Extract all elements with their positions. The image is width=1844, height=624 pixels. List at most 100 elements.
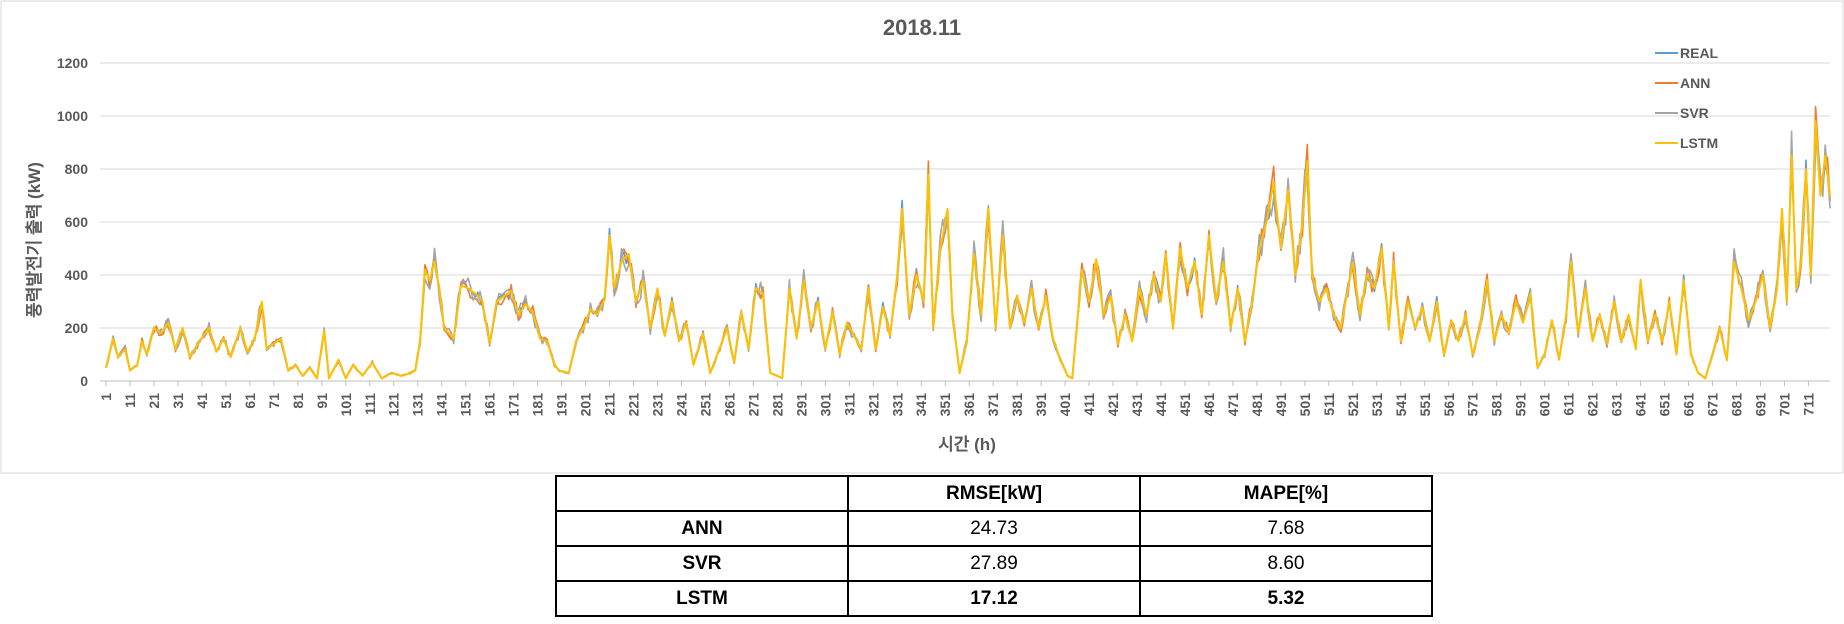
x-tick-label: 431 — [1129, 393, 1145, 417]
x-tick-label: 551 — [1417, 393, 1433, 417]
y-tick-label: 400 — [65, 267, 89, 283]
x-tick-label: 401 — [1057, 393, 1073, 417]
x-tick-label: 41 — [194, 393, 210, 409]
x-tick-label: 211 — [602, 393, 618, 416]
x-tick-label: 51 — [218, 393, 234, 409]
x-tick-label: 631 — [1609, 393, 1625, 417]
x-tick-label: 91 — [314, 393, 330, 409]
x-tick-label: 451 — [1177, 393, 1193, 417]
x-tick-label: 601 — [1537, 393, 1553, 417]
y-axis-label: 풍력발전기 출력 (kW) — [25, 162, 44, 318]
x-tick-label: 321 — [865, 393, 881, 417]
x-tick-label: 561 — [1441, 393, 1457, 417]
x-tick-label: 101 — [338, 393, 354, 417]
x-tick-label: 491 — [1273, 393, 1289, 417]
legend-label: REAL — [1680, 45, 1719, 61]
metrics-table: RMSE[kW] MAPE[%] ANN 24.73 7.68 SVR 27.8… — [555, 475, 1433, 617]
x-tick-label: 81 — [290, 393, 306, 409]
x-tick-label: 181 — [530, 393, 546, 417]
x-tick-label: 331 — [889, 393, 905, 417]
series-lines — [105, 105, 1831, 380]
mape-value: 5.32 — [1139, 580, 1433, 617]
mape-value: 7.68 — [1139, 510, 1433, 547]
x-tick-label: 131 — [410, 393, 426, 417]
model-name: LSTM — [555, 580, 849, 617]
x-tick-label: 1 — [98, 393, 114, 401]
x-tick-label: 481 — [1249, 393, 1265, 417]
x-tick-label: 31 — [170, 393, 186, 409]
x-tick-label: 241 — [673, 393, 689, 417]
legend-label: SVR — [1680, 105, 1709, 121]
x-tick-label: 471 — [1225, 393, 1241, 417]
table-row: LSTM 17.12 5.32 — [555, 580, 1433, 617]
x-tick-label: 611 — [1561, 393, 1577, 416]
chart-border — [0, 0, 1844, 474]
x-tick-label: 201 — [578, 393, 594, 417]
table-row: SVR 27.89 8.60 — [555, 545, 1433, 582]
x-tick-label: 221 — [626, 393, 642, 417]
x-tick-label: 151 — [458, 393, 474, 417]
y-tick-label: 200 — [65, 320, 89, 336]
x-tick-label: 621 — [1585, 393, 1601, 417]
x-tick-label: 691 — [1752, 393, 1768, 417]
rmse-value: 27.89 — [847, 545, 1141, 582]
x-tick-label: 661 — [1681, 393, 1697, 417]
table-row: ANN 24.73 7.68 — [555, 510, 1433, 547]
header-cell-blank — [555, 475, 849, 512]
x-tick-label: 21 — [146, 393, 162, 409]
x-tick-label: 281 — [769, 393, 785, 417]
x-tick-label: 171 — [506, 393, 522, 417]
x-tick-label: 421 — [1105, 393, 1121, 417]
x-tick-label: 441 — [1153, 393, 1169, 417]
x-tick-label: 191 — [554, 393, 570, 417]
series-line-lstm — [105, 120, 1831, 380]
legend: REAL ANN SVR LSTM — [1655, 45, 1719, 151]
x-tick-label: 71 — [266, 393, 282, 409]
y-tick-label: 1000 — [57, 108, 88, 124]
x-tick-label: 121 — [386, 393, 402, 417]
rmse-value: 17.12 — [847, 580, 1141, 617]
legend-label: ANN — [1680, 75, 1710, 91]
y-tick-label: 800 — [65, 161, 89, 177]
x-tick-label: 571 — [1465, 393, 1481, 417]
x-tick-label: 581 — [1489, 393, 1505, 417]
x-tick-label: 141 — [434, 393, 450, 417]
x-tick-label: 511 — [1321, 393, 1337, 416]
x-tick-label: 361 — [961, 393, 977, 417]
y-tick-label: 600 — [65, 214, 89, 230]
x-tick-label: 651 — [1657, 393, 1673, 417]
y-tick-label: 1200 — [57, 55, 88, 71]
x-axis-label: 시간 (h) — [938, 435, 996, 454]
model-name: SVR — [555, 545, 849, 582]
x-tick-label: 231 — [649, 393, 665, 417]
x-tick-label: 271 — [745, 393, 761, 417]
header-cell-rmse: RMSE[kW] — [847, 475, 1141, 512]
x-tick-label: 291 — [793, 393, 809, 417]
x-tick-label: 351 — [937, 393, 953, 417]
x-tick-label: 591 — [1513, 393, 1529, 417]
x-tick-label: 261 — [721, 393, 737, 417]
x-tick-label: 521 — [1345, 393, 1361, 417]
x-tick-label: 371 — [985, 393, 1001, 417]
rmse-value: 24.73 — [847, 510, 1141, 547]
x-tick-label: 411 — [1081, 393, 1097, 416]
model-name: ANN — [555, 510, 849, 547]
grid — [100, 62, 1830, 382]
x-tick-label: 161 — [482, 393, 498, 417]
x-tick-label: 531 — [1369, 393, 1385, 417]
x-tick-label: 681 — [1728, 393, 1744, 417]
x-tick-label: 701 — [1776, 393, 1792, 417]
y-tick-label: 0 — [80, 373, 88, 389]
y-tick-labels: 0 200 400 600 800 1000 1200 — [57, 55, 88, 389]
table-header-row: RMSE[kW] MAPE[%] — [555, 475, 1433, 512]
x-tick-labels: 1 11 21 31 41 51 61 71 81 91 101 111 121 131 141 151 161… — [98, 381, 1816, 416]
x-tick-label: 311 — [841, 393, 857, 416]
legend-label: LSTM — [1680, 135, 1718, 151]
x-tick-label: 341 — [913, 393, 929, 417]
header-cell-mape: MAPE[%] — [1139, 475, 1433, 512]
x-tick-label: 501 — [1297, 393, 1313, 417]
x-tick-label: 711 — [1800, 393, 1816, 416]
x-tick-label: 641 — [1633, 393, 1649, 417]
x-tick-label: 391 — [1033, 393, 1049, 417]
